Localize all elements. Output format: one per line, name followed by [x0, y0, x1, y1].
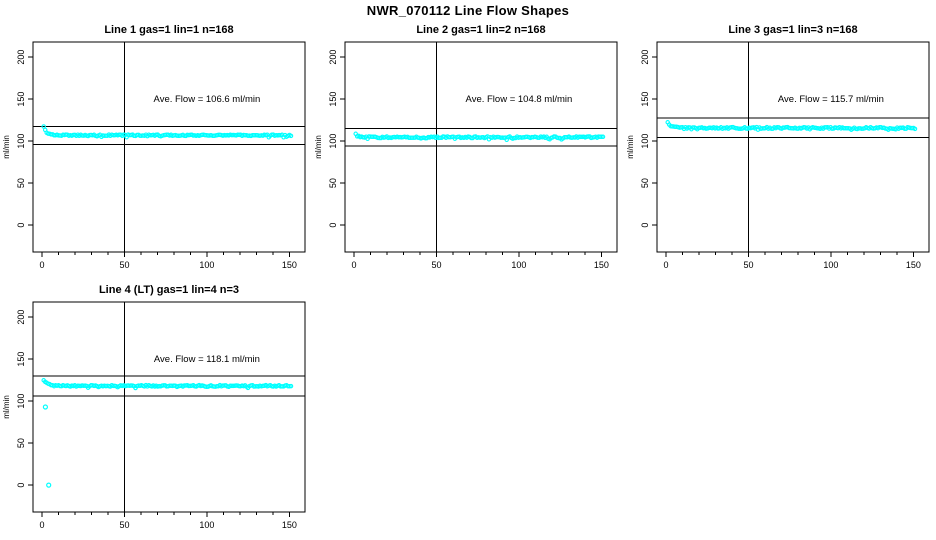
- y-tick-label: 50: [328, 178, 338, 188]
- x-tick-label: 150: [906, 260, 921, 270]
- chart-panel-2: 0 50 100 150 0 50 100 150 200 ml/min Line 2 gas=1 …: [314, 24, 618, 270]
- y-tick-label: 200: [328, 50, 338, 65]
- x-tick-label: 100: [199, 260, 214, 270]
- x-tick-label: 0: [40, 260, 45, 270]
- y-tick-label: 200: [640, 50, 650, 65]
- data-point: [288, 383, 294, 389]
- x-tick-label: 100: [823, 260, 838, 270]
- y-tick-label: 200: [16, 310, 26, 325]
- data-point: [600, 134, 606, 140]
- x-tick-label: 50: [119, 260, 129, 270]
- y-tick-label: 0: [16, 483, 26, 488]
- y-axis-label: ml/min: [2, 395, 11, 419]
- y-tick-label: 0: [328, 223, 338, 228]
- subplot-title: Line 2 gas=1 lin=2 n=168: [416, 24, 545, 36]
- y-tick-label: 150: [328, 92, 338, 107]
- y-tick-label: 100: [16, 394, 26, 409]
- chart-panel-3: 0 50 100 150 0 50 100 150 200 ml/min Line 3 gas=1 …: [626, 24, 930, 270]
- plot-box: [344, 41, 618, 253]
- y-tick-label: 0: [16, 223, 26, 228]
- y-axis-label: ml/min: [2, 135, 11, 159]
- y-tick-label: 100: [640, 134, 650, 149]
- avg-flow-annotation: Ave. Flow = 118.1 ml/min: [154, 354, 260, 365]
- subplot-title: Line 4 (LT) gas=1 lin=4 n=3: [99, 284, 239, 296]
- y-axis-label: ml/min: [626, 135, 635, 159]
- data-point: [599, 134, 604, 140]
- outlier-point: [46, 482, 52, 488]
- x-tick-label: 50: [743, 260, 753, 270]
- y-tick-label: 100: [16, 134, 26, 149]
- plot-box: [32, 301, 306, 513]
- avg-flow-annotation: Ave. Flow = 115.7 ml/min: [778, 94, 884, 105]
- y-tick-label: 150: [16, 352, 26, 367]
- y-tick-label: 50: [16, 438, 26, 448]
- avg-flow-annotation: Ave. Flow = 106.6 ml/min: [154, 94, 261, 105]
- y-tick-label: 150: [16, 92, 26, 107]
- y-tick-label: 150: [640, 92, 650, 107]
- data-point: [912, 126, 918, 132]
- x-tick-label: 150: [282, 260, 297, 270]
- avg-flow-annotation: Ave. Flow = 104.8 ml/min: [466, 94, 573, 105]
- x-tick-label: 50: [119, 520, 129, 530]
- plot-box: [32, 41, 306, 253]
- x-tick-label: 0: [664, 260, 669, 270]
- x-tick-label: 150: [594, 260, 609, 270]
- chart-panel-4: 0 50 100 150 0 50 100 150 200 ml/min Line 4 (LT) g…: [2, 284, 306, 530]
- subplot-title: Line 3 gas=1 lin=3 n=168: [728, 24, 857, 36]
- y-tick-label: 0: [640, 223, 650, 228]
- x-tick-label: 0: [40, 520, 45, 530]
- main-title: NWR_070112 Line Flow Shapes: [366, 3, 570, 18]
- data-point: [288, 133, 294, 139]
- x-tick-label: 0: [352, 260, 357, 270]
- x-tick-label: 100: [511, 260, 526, 270]
- x-tick-label: 50: [431, 260, 441, 270]
- plot-box: [656, 41, 930, 253]
- data-point: [41, 124, 46, 129]
- y-axis-label: ml/min: [314, 135, 323, 159]
- x-tick-label: 100: [199, 520, 214, 530]
- subplot-title: Line 1 gas=1 lin=1 n=168: [104, 24, 233, 36]
- y-tick-label: 200: [16, 50, 26, 65]
- y-tick-label: 50: [640, 178, 650, 188]
- x-tick-label: 150: [282, 520, 297, 530]
- outlier-point: [42, 404, 49, 410]
- chart-panel-1: 0 50 100 150 0 50 100 150 200 ml/min Line 1 gas=1 …: [2, 24, 306, 270]
- y-tick-label: 50: [16, 178, 26, 188]
- y-tick-label: 100: [328, 134, 338, 149]
